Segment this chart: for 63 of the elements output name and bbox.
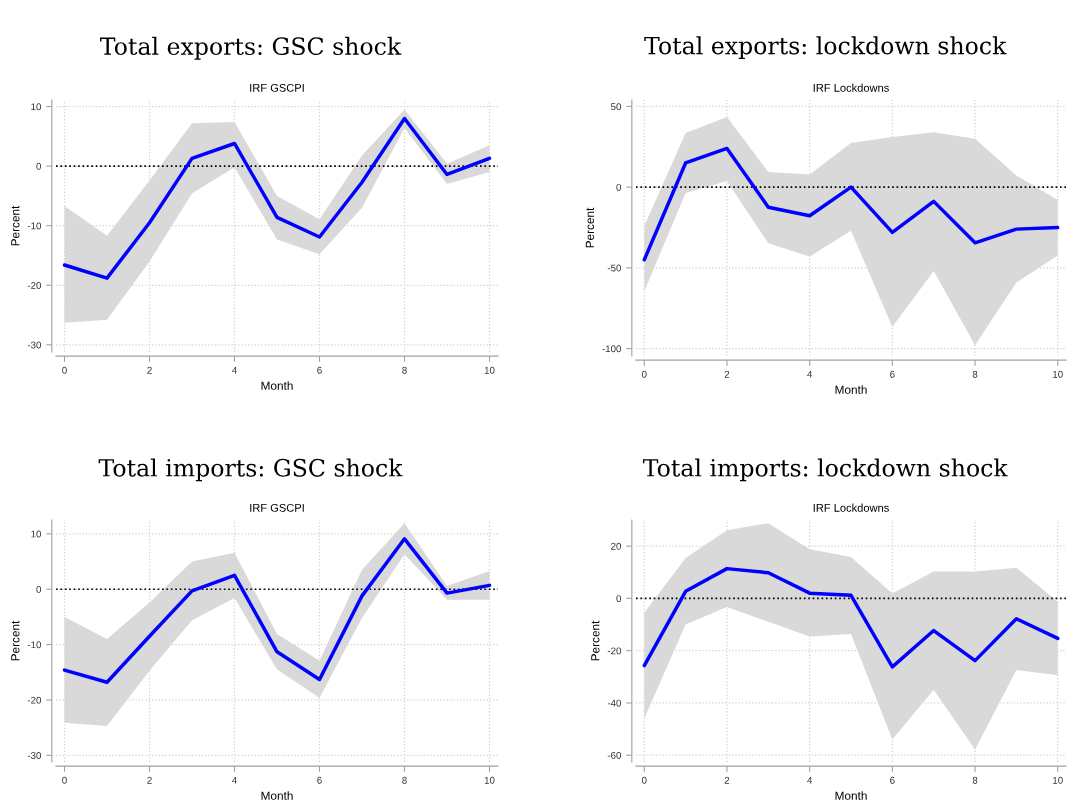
chart-title: Total imports: GSC shock xyxy=(98,458,403,482)
x-tick-label: 2 xyxy=(147,776,152,784)
x-tick-label: 4 xyxy=(807,776,813,784)
x-tick-label: 2 xyxy=(724,370,730,378)
y-tick-label: 0 xyxy=(616,595,622,603)
line-series xyxy=(642,566,1060,669)
x-tick-label: 6 xyxy=(317,776,322,784)
x-tick-label: 6 xyxy=(317,366,322,374)
y-tick-label: 10 xyxy=(31,530,42,538)
x-tick-label: 4 xyxy=(232,366,237,374)
line-series xyxy=(642,146,1060,262)
x-tick-label: 8 xyxy=(972,776,978,784)
chart-title: Total exports: GSC shock xyxy=(100,36,402,60)
x-tick-label: 2 xyxy=(147,366,152,374)
x-tick-label: 8 xyxy=(972,370,978,378)
x-tick-label: 6 xyxy=(890,776,895,784)
chart-subtitle: IRF Lockdowns xyxy=(813,503,889,512)
x-tick-label: 0 xyxy=(62,366,67,374)
y-tick-label: -20 xyxy=(607,647,622,655)
y-tick-label: -10 xyxy=(27,641,42,649)
y-axis-title: Percent xyxy=(11,205,20,246)
y-tick-label: -20 xyxy=(27,282,42,289)
y-axis-title: Percent xyxy=(11,620,20,661)
x-axis-title: Month xyxy=(835,791,867,800)
y-tick-label: -20 xyxy=(27,696,42,704)
y-axis-title: Percent xyxy=(585,207,595,248)
y-tick-label: 20 xyxy=(611,542,622,550)
y-tick-label: -10 xyxy=(27,222,42,230)
x-tick-label: 10 xyxy=(1053,776,1063,784)
y-tick-label: 0 xyxy=(616,183,622,191)
x-tick-label: 8 xyxy=(402,776,407,784)
y-tick-label: 10 xyxy=(31,103,42,111)
x-axis-title: Month xyxy=(261,791,293,800)
chart-subtitle: IRF GSCPI xyxy=(250,83,304,92)
x-tick-label: 10 xyxy=(484,366,495,374)
x-tick-label: 2 xyxy=(724,776,730,784)
line-series xyxy=(62,116,492,280)
x-tick-label: 0 xyxy=(641,776,647,784)
chart-subtitle: IRF GSCPI xyxy=(250,503,304,512)
x-tick-label: 4 xyxy=(232,776,237,784)
x-tick-label: 0 xyxy=(62,776,67,784)
x-tick-label: 6 xyxy=(890,370,895,378)
y-tick-label: 0 xyxy=(36,585,42,593)
line-series xyxy=(62,537,492,684)
chart-subtitle: IRF Lockdowns xyxy=(813,83,889,92)
y-tick-label: 50 xyxy=(610,103,622,111)
y-tick-label: -60 xyxy=(607,751,622,759)
x-tick-label: 4 xyxy=(807,370,813,378)
y-tick-label: -30 xyxy=(27,752,42,759)
chart-title: Total imports: lockdown shock xyxy=(642,458,1008,482)
chart-title: Total exports: lockdown shock xyxy=(644,36,1007,60)
y-tick-label: -100 xyxy=(602,345,622,353)
y-tick-label: 0 xyxy=(36,162,42,170)
x-tick-label: 10 xyxy=(484,776,495,784)
x-tick-label: 8 xyxy=(402,366,407,374)
y-tick-label: -50 xyxy=(607,264,622,272)
y-tick-label: -40 xyxy=(607,699,622,707)
x-tick-label: 0 xyxy=(641,370,647,378)
x-axis-title: Month xyxy=(835,385,867,394)
x-tick-label: 10 xyxy=(1053,370,1063,378)
x-axis-title: Month xyxy=(261,381,293,390)
y-tick-label: -30 xyxy=(27,341,42,349)
y-axis-title: Percent xyxy=(591,620,600,661)
